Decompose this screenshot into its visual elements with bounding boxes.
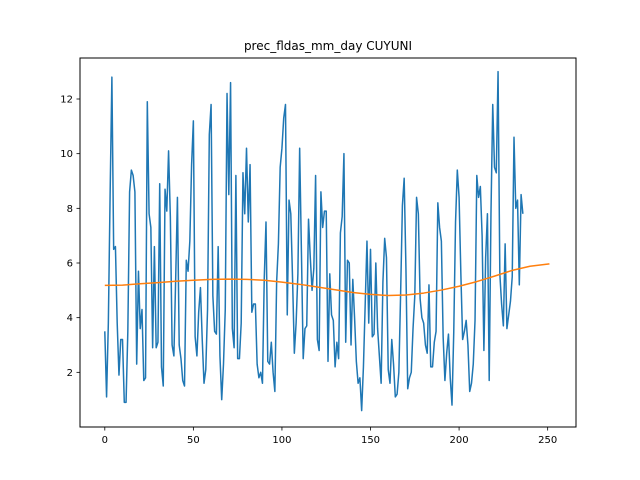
y-tick-label: 4 — [67, 313, 73, 324]
chart-title: prec_fldas_mm_day CUYUNI — [244, 39, 412, 53]
y-tick-label: 12 — [60, 95, 73, 106]
x-tick-label: 250 — [538, 435, 557, 446]
y-tick-label: 2 — [67, 368, 73, 379]
y-tick-label: 6 — [67, 259, 73, 270]
series-layer — [104, 70, 550, 412]
series-line-2 — [104, 263, 550, 297]
y-tick-label: 10 — [60, 149, 73, 160]
x-tick-label: 150 — [361, 435, 380, 446]
x-tick-label: 50 — [187, 435, 200, 446]
x-tick-label: 200 — [450, 435, 469, 446]
x-tick-label: 100 — [272, 435, 291, 446]
x-axis: 0 50 100 150 200 250 — [102, 427, 557, 446]
series-line-1 — [104, 70, 524, 412]
y-tick-label: 8 — [67, 204, 73, 215]
y-axis: 2 4 6 8 10 12 — [60, 95, 80, 379]
x-tick-label: 0 — [102, 435, 108, 446]
plot-frame — [79, 57, 577, 428]
